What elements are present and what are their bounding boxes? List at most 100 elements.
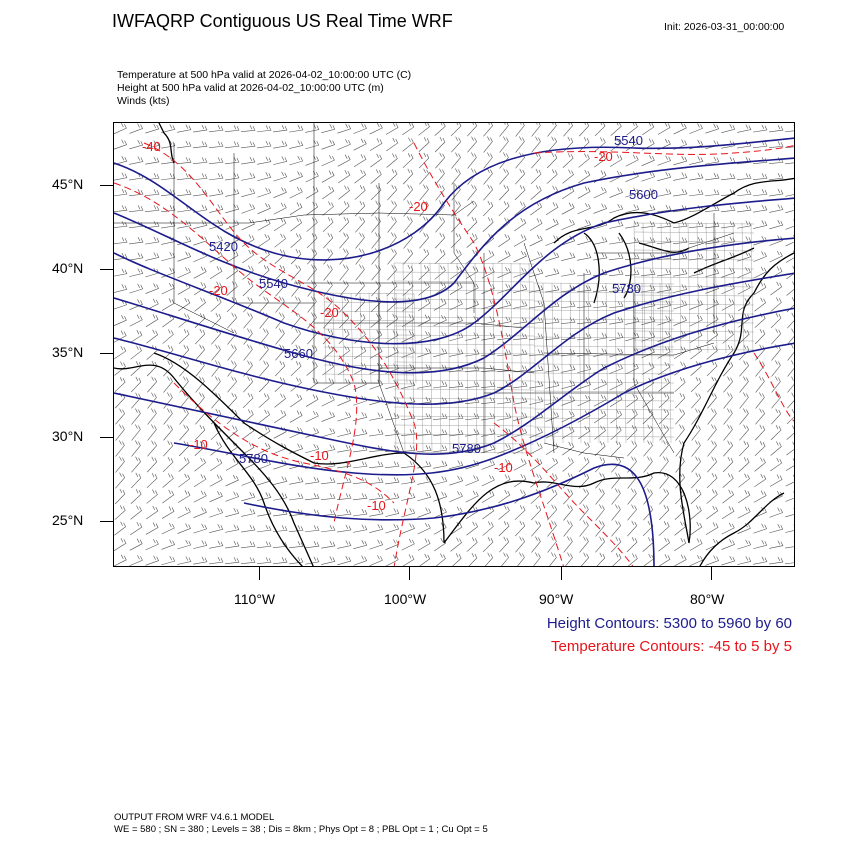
wind-barb	[145, 538, 159, 551]
wind-barb	[498, 201, 510, 217]
wind-barb	[402, 153, 414, 169]
wind-barb	[291, 328, 301, 345]
wind-barb	[545, 317, 560, 325]
wind-barb	[675, 424, 685, 441]
wind-barb	[769, 490, 783, 503]
wind-barb	[465, 475, 479, 486]
wind-barb	[769, 556, 784, 565]
wind-barb	[467, 200, 477, 217]
wind-barb	[177, 490, 191, 503]
wind-barb	[770, 424, 782, 441]
wind-barb	[193, 204, 208, 213]
county-line	[368, 292, 372, 384]
wind-barb	[337, 540, 352, 549]
wind-barb	[722, 313, 735, 328]
wind-barb	[385, 554, 399, 566]
wind-barb	[129, 314, 143, 327]
wind-barb	[339, 248, 349, 265]
wind-barb	[289, 186, 303, 199]
wind-barb	[306, 232, 318, 249]
wind-barb	[225, 557, 240, 565]
wind-barb	[130, 505, 142, 520]
wind-barb	[787, 328, 794, 345]
wind-barb	[387, 184, 398, 201]
wind-barb	[289, 124, 304, 133]
wind-barb	[753, 220, 768, 229]
wind-barb	[419, 184, 429, 201]
wind-barb	[227, 328, 237, 345]
wind-barb	[610, 123, 622, 136]
wind-barb	[145, 189, 160, 197]
wind-barb	[513, 284, 528, 294]
wind-barb	[657, 346, 671, 359]
wind-barb	[706, 472, 718, 489]
wind-barb	[545, 268, 560, 277]
lon-label-80w: 80°W	[690, 591, 725, 607]
wind-barb	[257, 557, 272, 565]
county-line	[533, 381, 675, 384]
wind-barb	[129, 330, 143, 344]
wind-barb	[178, 473, 190, 488]
wind-barb	[403, 248, 413, 265]
county-line	[393, 424, 535, 427]
lat-label-30n: 30°N	[52, 428, 84, 444]
wind-barb	[369, 477, 384, 485]
height-contour-label: 5780	[239, 451, 268, 466]
wind-barb	[210, 457, 223, 472]
wind-barb	[533, 552, 541, 566]
wind-barb	[690, 521, 703, 536]
wind-barb	[177, 220, 192, 229]
wind-barb	[562, 457, 574, 472]
wind-barb	[705, 221, 720, 229]
wind-barb	[515, 136, 525, 153]
wind-barb	[625, 220, 640, 229]
wind-barb	[210, 281, 222, 296]
wind-barb	[785, 157, 794, 165]
lon-tick	[561, 567, 562, 580]
wind-barb	[115, 472, 125, 489]
temperature-contour-label: -20	[409, 199, 428, 214]
wind-barb	[561, 317, 576, 325]
wind-barb	[401, 507, 416, 518]
wind-barb	[163, 408, 173, 425]
wind-barb	[130, 361, 142, 376]
wind-barb	[209, 204, 224, 213]
wind-barb	[225, 188, 240, 197]
wind-barb	[771, 328, 782, 345]
wind-barb	[769, 250, 783, 263]
wind-barb	[465, 381, 480, 389]
wind-barb	[467, 184, 477, 201]
wind-barb	[194, 441, 206, 456]
county-line	[551, 282, 555, 444]
wind-barb	[562, 441, 575, 456]
wind-barb	[594, 456, 606, 473]
height-contour-label: 5660	[284, 346, 313, 361]
wind-barb	[610, 440, 622, 457]
lat-label-45n: 45°N	[52, 176, 84, 192]
wind-barb	[401, 347, 415, 358]
wind-barb	[657, 237, 672, 244]
wind-barb	[241, 141, 256, 149]
wind-barb	[209, 540, 224, 549]
county-line	[519, 262, 523, 454]
county-line	[393, 316, 535, 319]
lon-label-110w: 110°W	[234, 591, 276, 607]
wind-barb	[595, 488, 605, 505]
wind-barb	[561, 268, 576, 277]
wind-barb	[225, 474, 239, 487]
wind-barb	[177, 539, 192, 550]
wind-barb	[545, 202, 559, 215]
wind-barb	[483, 123, 493, 137]
wind-barb	[161, 173, 176, 181]
wind-barb	[241, 557, 256, 565]
wind-barb	[641, 237, 656, 245]
wind-barb	[705, 555, 719, 566]
wind-barb	[753, 282, 767, 295]
wind-barb	[641, 155, 655, 167]
county-line	[413, 292, 417, 384]
wind-barb	[369, 362, 383, 375]
wind-barb	[290, 233, 302, 248]
wind-barb	[306, 344, 318, 361]
wind-barb	[787, 344, 794, 361]
wind-barb	[529, 427, 543, 438]
